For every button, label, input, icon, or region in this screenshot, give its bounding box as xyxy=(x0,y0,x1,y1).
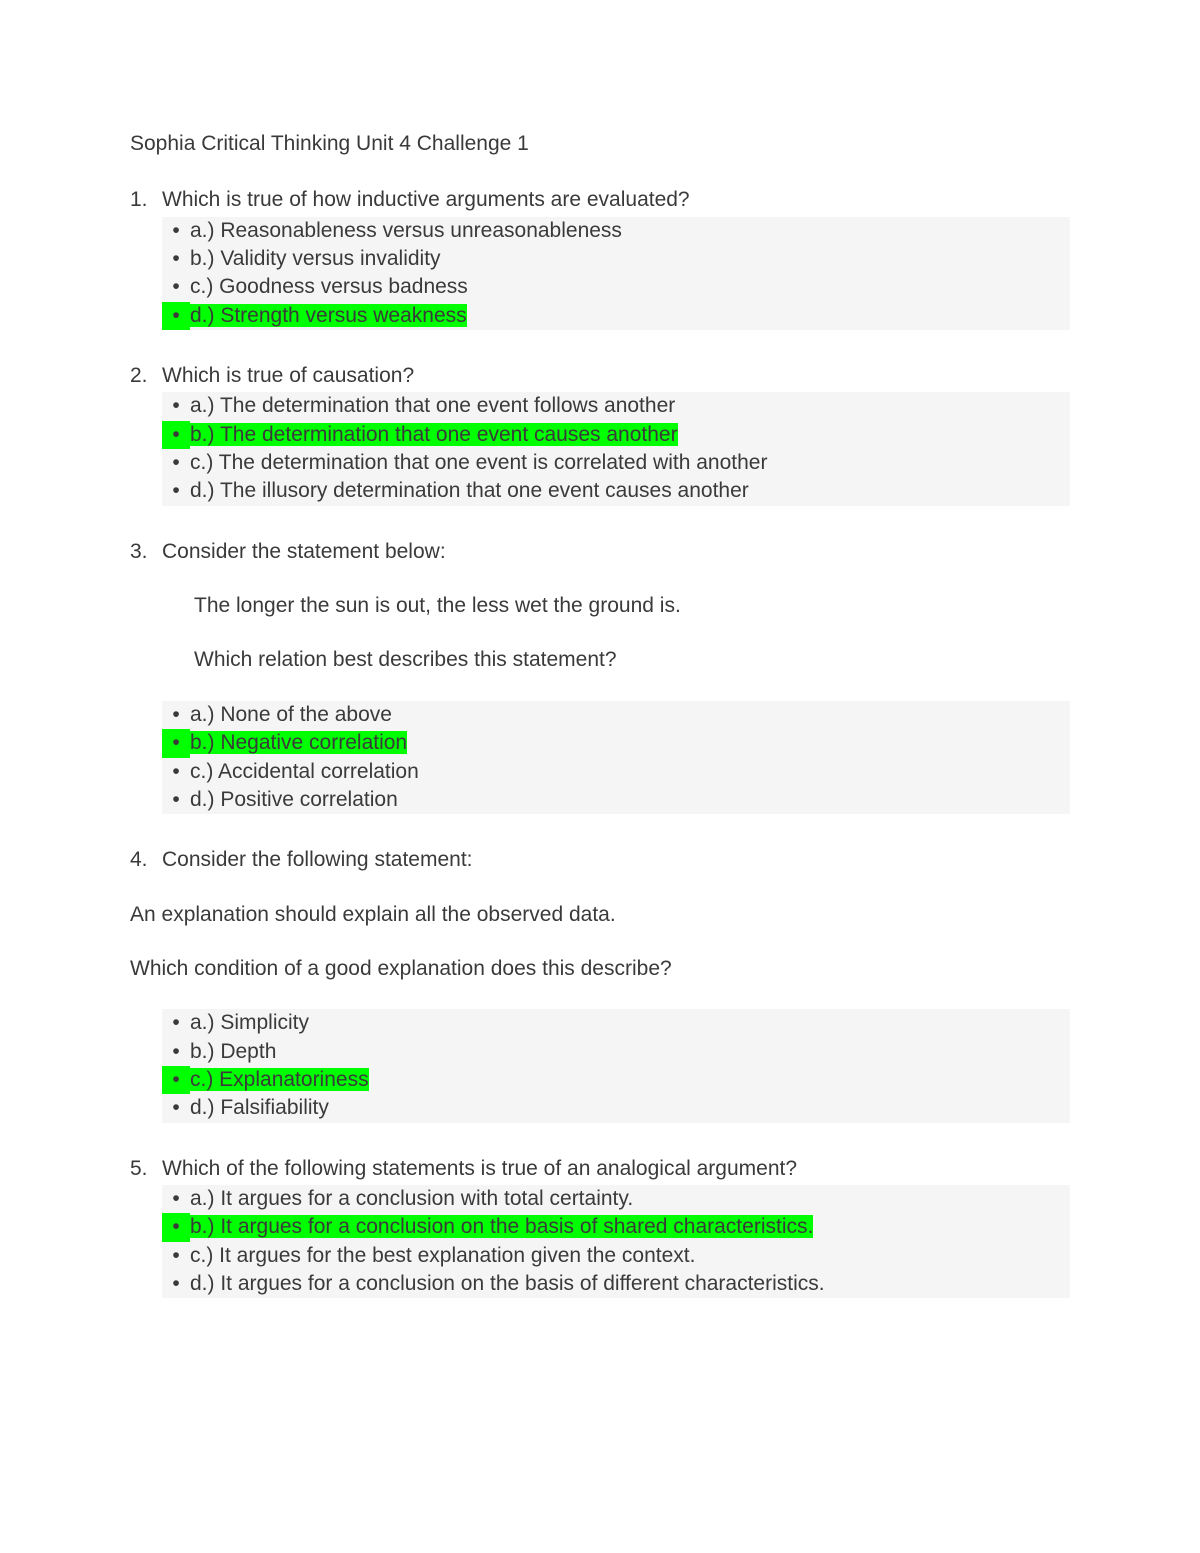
option-row: •b.) Validity versus invalidity xyxy=(162,245,1070,273)
bullet-icon: • xyxy=(162,1213,190,1241)
option-text: c.) Goodness versus badness xyxy=(190,273,1070,301)
bullet-icon: • xyxy=(162,1185,190,1213)
question-block: 4.Consider the following statement: An ex… xyxy=(130,846,1070,1122)
option-text: b.) It argues for a conclusion on the ba… xyxy=(190,1213,1070,1241)
bullet-icon: • xyxy=(162,392,190,420)
question-prompt: 4.Consider the following statement: xyxy=(130,846,1070,874)
option-row: •b.) It argues for a conclusion on the b… xyxy=(162,1213,1070,1241)
option-text: d.) Falsifiability xyxy=(190,1094,1070,1122)
options-list: •a.) Simplicity•b.) Depth•c.) Explanator… xyxy=(162,1009,1070,1122)
option-text: b.) Negative correlation xyxy=(190,729,1070,757)
question-subtext: The longer the sun is out, the less wet … xyxy=(194,592,1070,620)
option-text: c.) Explanatoriness xyxy=(190,1066,1070,1094)
question-subtext: Which condition of a good explanation do… xyxy=(130,955,1070,983)
options-list: •a.) None of the above•b.) Negative corr… xyxy=(162,701,1070,814)
bullet-icon: • xyxy=(162,1270,190,1298)
option-row: •a.) The determination that one event fo… xyxy=(162,392,1070,420)
option-text: c.) Accidental correlation xyxy=(190,758,1070,786)
option-text: b.) The determination that one event cau… xyxy=(190,421,1070,449)
question-number: 2. xyxy=(130,362,162,390)
bullet-icon: • xyxy=(162,1066,190,1094)
bullet-icon: • xyxy=(162,1038,190,1066)
option-text: a.) Reasonableness versus unreasonablene… xyxy=(190,217,1070,245)
bullet-icon: • xyxy=(162,217,190,245)
bullet-icon: • xyxy=(162,302,190,330)
question-subtext: An explanation should explain all the ob… xyxy=(130,901,1070,929)
option-row: •a.) Simplicity xyxy=(162,1009,1070,1037)
option-text: d.) Positive correlation xyxy=(190,786,1070,814)
option-row: •d.) Positive correlation xyxy=(162,786,1070,814)
option-row: •a.) Reasonableness versus unreasonablen… xyxy=(162,217,1070,245)
option-text: a.) The determination that one event fol… xyxy=(190,392,1070,420)
option-text: a.) It argues for a conclusion with tota… xyxy=(190,1185,1070,1213)
option-row: •b.) The determination that one event ca… xyxy=(162,421,1070,449)
question-text: Consider the statement below: xyxy=(162,538,446,566)
document-page: Sophia Critical Thinking Unit 4 Challeng… xyxy=(0,0,1200,1298)
questions-container: 1.Which is true of how inductive argumen… xyxy=(130,186,1070,1298)
question-number: 5. xyxy=(130,1155,162,1183)
bullet-icon: • xyxy=(162,1242,190,1270)
option-row: •d.) The illusory determination that one… xyxy=(162,477,1070,505)
option-row: •a.) It argues for a conclusion with tot… xyxy=(162,1185,1070,1213)
question-number: 4. xyxy=(130,846,162,874)
bullet-icon: • xyxy=(162,1094,190,1122)
option-text: d.) The illusory determination that one … xyxy=(190,477,1070,505)
option-row: •b.) Negative correlation xyxy=(162,729,1070,757)
option-text: d.) Strength versus weakness xyxy=(190,302,1070,330)
bullet-icon: • xyxy=(162,729,190,757)
question-prompt: 1.Which is true of how inductive argumen… xyxy=(130,186,1070,214)
question-text: Which of the following statements is tru… xyxy=(162,1155,797,1183)
option-text: b.) Validity versus invalidity xyxy=(190,245,1070,273)
option-row: •c.) Explanatoriness xyxy=(162,1066,1070,1094)
bullet-icon: • xyxy=(162,701,190,729)
bullet-icon: • xyxy=(162,449,190,477)
bullet-icon: • xyxy=(162,421,190,449)
option-row: •c.) Goodness versus badness xyxy=(162,273,1070,301)
bullet-icon: • xyxy=(162,477,190,505)
option-text: c.) The determination that one event is … xyxy=(190,449,1070,477)
question-block: 3.Consider the statement below: The longe… xyxy=(130,538,1070,814)
option-row: •b.) Depth xyxy=(162,1038,1070,1066)
option-text: a.) None of the above xyxy=(190,701,1070,729)
option-text: a.) Simplicity xyxy=(190,1009,1070,1037)
bullet-icon: • xyxy=(162,758,190,786)
option-text: d.) It argues for a conclusion on the ba… xyxy=(190,1270,1070,1298)
question-block: 1.Which is true of how inductive argumen… xyxy=(130,186,1070,330)
option-row: •d.) It argues for a conclusion on the b… xyxy=(162,1270,1070,1298)
question-text: Consider the following statement: xyxy=(162,846,473,874)
question-subtext: Which relation best describes this state… xyxy=(194,646,1070,674)
question-prompt: 5.Which of the following statements is t… xyxy=(130,1155,1070,1183)
option-row: •c.) Accidental correlation xyxy=(162,758,1070,786)
question-number: 1. xyxy=(130,186,162,214)
option-row: •c.) The determination that one event is… xyxy=(162,449,1070,477)
options-list: •a.) The determination that one event fo… xyxy=(162,392,1070,505)
question-text: Which is true of causation? xyxy=(162,362,414,390)
option-text: c.) It argues for the best explanation g… xyxy=(190,1242,1070,1270)
page-title: Sophia Critical Thinking Unit 4 Challeng… xyxy=(130,130,1070,158)
question-text: Which is true of how inductive arguments… xyxy=(162,186,690,214)
option-row: •d.) Falsifiability xyxy=(162,1094,1070,1122)
bullet-icon: • xyxy=(162,273,190,301)
option-text: b.) Depth xyxy=(190,1038,1070,1066)
question-block: 5.Which of the following statements is t… xyxy=(130,1155,1070,1299)
option-row: •a.) None of the above xyxy=(162,701,1070,729)
question-prompt: 2.Which is true of causation? xyxy=(130,362,1070,390)
option-row: •d.) Strength versus weakness xyxy=(162,302,1070,330)
bullet-icon: • xyxy=(162,245,190,273)
question-block: 2.Which is true of causation?•a.) The de… xyxy=(130,362,1070,506)
options-list: •a.) Reasonableness versus unreasonablen… xyxy=(162,217,1070,330)
question-number: 3. xyxy=(130,538,162,566)
bullet-icon: • xyxy=(162,1009,190,1037)
options-list: •a.) It argues for a conclusion with tot… xyxy=(162,1185,1070,1298)
bullet-icon: • xyxy=(162,786,190,814)
question-prompt: 3.Consider the statement below: xyxy=(130,538,1070,566)
option-row: •c.) It argues for the best explanation … xyxy=(162,1242,1070,1270)
